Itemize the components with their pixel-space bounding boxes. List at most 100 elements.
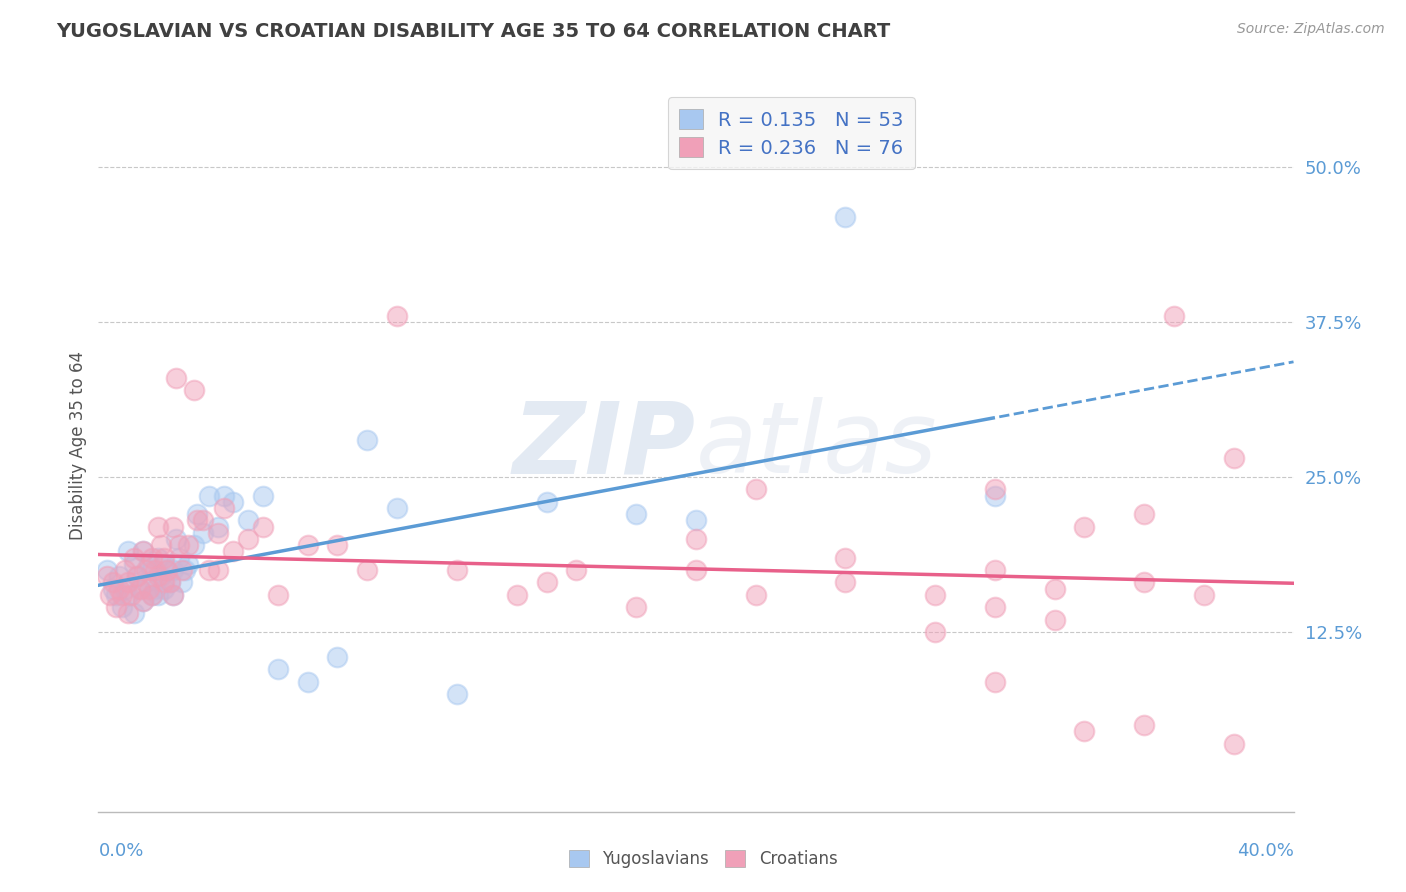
- Point: [153, 550, 176, 565]
- Point: [153, 582, 176, 596]
- Point: [148, 519, 170, 533]
- Y-axis label: Disability Age 35 to 64: Disability Age 35 to 64: [69, 351, 87, 541]
- Point: [127, 569, 149, 583]
- Point: [111, 600, 134, 615]
- Point: [212, 500, 235, 515]
- Point: [924, 624, 946, 639]
- Point: [141, 588, 163, 602]
- Point: [162, 519, 184, 533]
- Point: [105, 600, 128, 615]
- Point: [167, 550, 190, 565]
- Point: [745, 483, 768, 497]
- Point: [177, 538, 200, 552]
- Point: [135, 563, 157, 577]
- Point: [132, 594, 155, 608]
- Point: [150, 538, 173, 552]
- Point: [297, 674, 319, 689]
- Point: [186, 507, 208, 521]
- Point: [117, 588, 139, 602]
- Point: [108, 582, 131, 596]
- Point: [385, 500, 409, 515]
- Point: [127, 569, 149, 583]
- Point: [356, 563, 378, 577]
- Point: [984, 600, 1007, 615]
- Point: [207, 563, 229, 577]
- Point: [198, 563, 221, 577]
- Point: [117, 607, 139, 621]
- Point: [135, 575, 157, 590]
- Point: [252, 489, 274, 503]
- Legend: Yugoslavians, Croatians: Yugoslavians, Croatians: [562, 843, 844, 875]
- Point: [132, 544, 155, 558]
- Point: [141, 588, 163, 602]
- Point: [141, 550, 163, 565]
- Point: [326, 538, 349, 552]
- Point: [236, 513, 259, 527]
- Point: [1163, 309, 1185, 323]
- Point: [132, 544, 155, 558]
- Point: [1043, 582, 1066, 596]
- Point: [156, 563, 179, 577]
- Point: [207, 525, 229, 540]
- Point: [159, 575, 181, 590]
- Point: [172, 563, 194, 577]
- Point: [924, 588, 946, 602]
- Point: [143, 563, 166, 577]
- Text: Source: ZipAtlas.com: Source: ZipAtlas.com: [1237, 22, 1385, 37]
- Point: [1223, 451, 1246, 466]
- Point: [183, 538, 205, 552]
- Point: [356, 433, 378, 447]
- Point: [124, 557, 146, 571]
- Point: [150, 569, 173, 583]
- Point: [236, 532, 259, 546]
- Point: [385, 309, 409, 323]
- Point: [834, 210, 856, 224]
- Point: [191, 513, 214, 527]
- Point: [186, 513, 208, 527]
- Point: [96, 563, 118, 577]
- Point: [198, 489, 221, 503]
- Point: [124, 607, 146, 621]
- Point: [536, 575, 558, 590]
- Point: [1133, 507, 1156, 521]
- Point: [114, 563, 136, 577]
- Point: [138, 557, 160, 571]
- Point: [98, 588, 122, 602]
- Point: [1192, 588, 1215, 602]
- Point: [834, 550, 856, 565]
- Point: [745, 588, 768, 602]
- Point: [162, 588, 184, 602]
- Point: [117, 575, 139, 590]
- Point: [120, 588, 142, 602]
- Point: [117, 544, 139, 558]
- Point: [124, 550, 146, 565]
- Point: [148, 569, 170, 583]
- Point: [177, 557, 200, 571]
- Point: [984, 483, 1007, 497]
- Point: [1223, 737, 1246, 751]
- Point: [326, 649, 349, 664]
- Legend: R = 0.135   N = 53, R = 0.236   N = 76: R = 0.135 N = 53, R = 0.236 N = 76: [668, 97, 915, 169]
- Point: [1073, 519, 1095, 533]
- Point: [156, 563, 179, 577]
- Point: [685, 532, 707, 546]
- Point: [626, 600, 648, 615]
- Point: [1133, 718, 1156, 732]
- Point: [685, 563, 707, 577]
- Point: [834, 575, 856, 590]
- Point: [297, 538, 319, 552]
- Point: [207, 519, 229, 533]
- Point: [506, 588, 529, 602]
- Point: [129, 582, 152, 596]
- Point: [984, 674, 1007, 689]
- Text: atlas: atlas: [696, 398, 938, 494]
- Point: [267, 662, 290, 676]
- Point: [103, 575, 125, 590]
- Point: [252, 519, 274, 533]
- Point: [1043, 613, 1066, 627]
- Point: [536, 495, 558, 509]
- Point: [174, 563, 197, 577]
- Point: [165, 532, 187, 546]
- Point: [111, 588, 134, 602]
- Point: [132, 594, 155, 608]
